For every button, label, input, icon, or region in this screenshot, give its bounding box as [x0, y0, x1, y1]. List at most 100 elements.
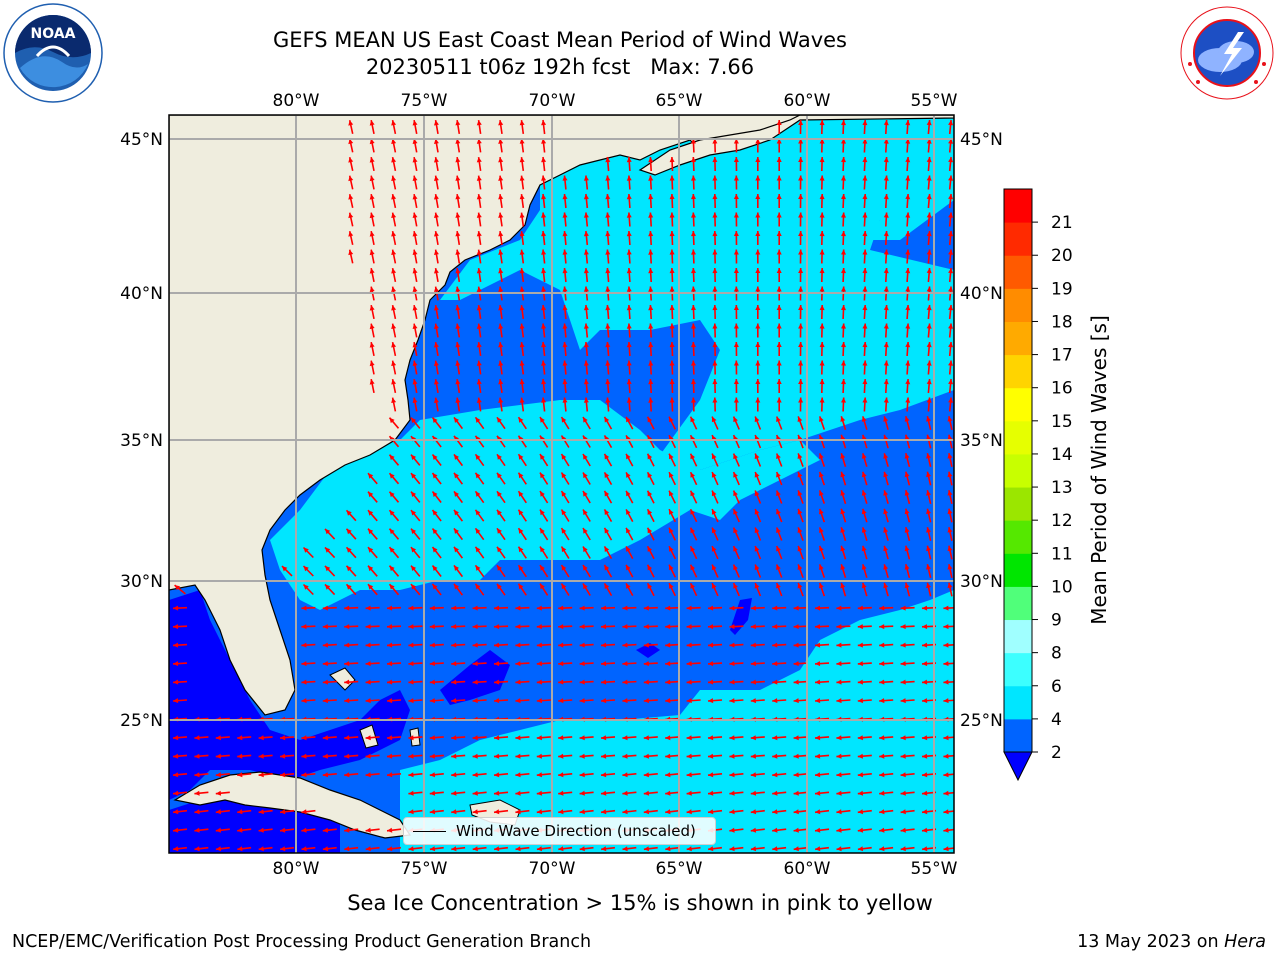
wind-wave-arrow-head: [712, 360, 718, 366]
wind-wave-arrow-head: [647, 472, 653, 478]
colorbar-segment: [1004, 586, 1032, 621]
wind-wave-arrow-head: [883, 434, 889, 441]
wind-wave-arrow-head: [475, 546, 481, 553]
wind-wave-arrow-head: [561, 583, 567, 590]
wind-wave-arrow-head: [303, 584, 309, 590]
wind-wave-arrow-head: [258, 846, 264, 852]
wind-wave-arrow-head: [947, 453, 953, 459]
wind-wave-arrow-head: [815, 624, 821, 630]
land-us-east-coast: [169, 115, 801, 716]
colorbar-segment: [1004, 718, 1032, 753]
wind-wave-arrow-head: [519, 360, 525, 366]
wind-wave-arrow-head: [836, 735, 842, 741]
wind-wave-arrow-head: [819, 175, 825, 181]
wind-wave-arrow-head: [455, 194, 461, 200]
wind-wave-arrow-head: [798, 212, 804, 218]
wind-wave-arrow-head: [836, 605, 842, 611]
wind-wave-arrow-head: [793, 809, 799, 815]
wind-wave-arrow-head: [922, 809, 928, 815]
wind-wave-arrow-head: [518, 417, 524, 423]
wind-wave-arrow-head: [173, 661, 179, 667]
wind-wave-arrow-head: [669, 490, 674, 497]
wind-wave-arrow-head: [836, 753, 842, 759]
wind-wave-arrow-head: [754, 472, 760, 478]
wind-wave-arrow-head: [798, 360, 804, 366]
wind-wave-arrow-head: [408, 605, 414, 611]
wind-wave-arrow-head: [793, 661, 799, 667]
wind-wave-arrow-head: [797, 453, 803, 459]
wind-wave-arrow-head: [862, 120, 868, 126]
wind-wave-arrow-head: [434, 323, 439, 329]
wind-wave-arrow-head: [900, 846, 906, 852]
wind-wave-arrow-head: [365, 753, 371, 759]
wind-wave-arrow-head: [561, 417, 567, 423]
wind-wave-arrow-head: [669, 472, 674, 478]
wind-wave-arrow-head: [344, 605, 350, 611]
wind-wave-arrow-head: [797, 582, 803, 589]
wind-wave-arrow-head: [348, 138, 354, 145]
wind-wave-arrow-head: [583, 268, 589, 274]
wind-wave-arrow-head: [819, 323, 825, 329]
wind-wave-arrow-head: [432, 547, 438, 553]
wind-wave-arrow-head: [686, 642, 692, 648]
wind-wave-arrow-head: [879, 624, 885, 630]
wind-wave-arrow-head: [904, 434, 910, 441]
wind-wave-arrow-head: [476, 231, 482, 237]
y-tick-left-25n: 25°N: [120, 711, 163, 731]
wind-wave-arrow-head: [904, 490, 910, 496]
wind-wave-arrow-head: [558, 790, 564, 796]
wind-wave-arrow-head: [369, 231, 375, 237]
wind-wave-arrow-head: [472, 624, 478, 630]
wind-wave-arrow-head: [369, 120, 375, 126]
wind-wave-arrow-head: [562, 212, 568, 218]
wind-wave-arrow-head: [711, 509, 717, 515]
wind-wave-arrow-head: [301, 661, 307, 667]
wind-wave-arrow-head: [883, 138, 889, 144]
wind-wave-arrow-head: [776, 509, 781, 515]
wind-wave-arrow-head: [605, 268, 611, 274]
wind-wave-arrow-head: [883, 508, 889, 515]
wind-wave-arrow-head: [815, 846, 821, 852]
wind-wave-arrow-head: [344, 642, 350, 648]
wind-wave-arrow-head: [776, 397, 782, 403]
wind-wave-arrow-head: [729, 698, 735, 704]
wind-wave-arrow-head: [883, 305, 889, 311]
wind-wave-arrow-head: [322, 753, 328, 759]
wind-wave-arrow-head: [583, 342, 589, 348]
wind-wave-arrow-head: [669, 175, 675, 181]
map-title: GEFS MEAN US East Coast Mean Period of W…: [273, 28, 847, 52]
wind-wave-arrow-head: [541, 342, 547, 348]
wind-wave-arrow-head: [926, 564, 931, 570]
wind-wave-arrow-head: [536, 846, 543, 852]
wind-wave-arrow-head: [648, 323, 654, 329]
wind-wave-arrow-head: [836, 698, 842, 704]
wind-wave-arrow-head: [411, 584, 417, 590]
wind-wave-arrow-head: [879, 605, 885, 611]
wind-wave-arrow-head: [411, 565, 417, 571]
wind-wave-arrow-head: [862, 268, 868, 274]
wind-wave-arrow-head: [412, 175, 418, 181]
wind-wave-arrow-head: [432, 528, 438, 534]
wind-wave-arrow-head: [665, 735, 671, 741]
wind-wave-arrow-head: [494, 679, 500, 685]
wind-wave-arrow-head: [387, 679, 393, 685]
wind-wave-arrow-head: [604, 416, 610, 423]
wind-wave-arrow-head: [476, 379, 482, 385]
wind-wave-arrow-head: [643, 809, 650, 815]
wind-wave-arrow-head: [391, 305, 397, 311]
wind-wave-arrow-head: [905, 175, 911, 181]
wind-wave-arrow-head: [691, 249, 696, 255]
wind-wave-arrow-head: [926, 545, 931, 552]
wind-wave-arrow-head: [690, 472, 695, 478]
wind-wave-arrow-head: [391, 379, 397, 385]
wind-wave-arrow-head: [344, 698, 350, 704]
wind-wave-arrow-head: [712, 231, 718, 237]
wind-wave-arrow-head: [711, 453, 717, 460]
wind-wave-arrow-head: [429, 661, 435, 667]
wind-wave-arrow-head: [948, 138, 954, 144]
wind-wave-arrow-head: [344, 679, 350, 685]
wind-wave-arrow-head: [348, 120, 354, 126]
wind-wave-arrow-head: [862, 323, 868, 329]
wind-wave-arrow-head: [879, 753, 885, 759]
wind-wave-arrow-head: [755, 379, 761, 384]
